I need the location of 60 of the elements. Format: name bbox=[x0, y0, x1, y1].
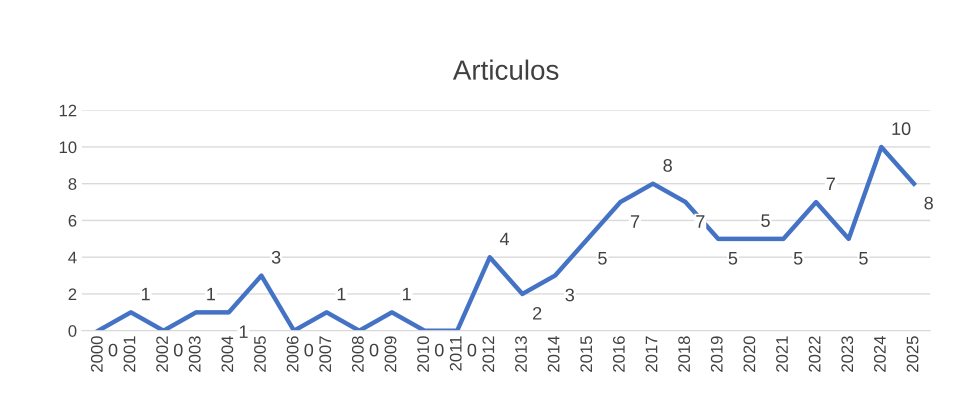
x-tick-label: 2007 bbox=[319, 336, 332, 372]
data-label: 8 bbox=[924, 196, 933, 210]
x-tick-label: 2005 bbox=[254, 336, 266, 372]
data-label: 10 bbox=[892, 122, 910, 136]
x-tick-label: 2017 bbox=[646, 336, 658, 372]
data-label: 5 bbox=[728, 252, 738, 265]
data-label: 0 bbox=[108, 344, 118, 356]
y-tick-label: 12 bbox=[60, 104, 76, 116]
data-label: 3 bbox=[565, 288, 574, 302]
data-label: 8 bbox=[663, 159, 672, 172]
data-label: 7 bbox=[630, 215, 640, 228]
data-label: 5 bbox=[761, 214, 770, 227]
x-tick-label: 2024 bbox=[874, 336, 886, 372]
y-tick-label: 4 bbox=[68, 252, 77, 264]
x-tick-label: 2002 bbox=[156, 336, 168, 372]
chart-title: Articulos bbox=[452, 60, 558, 80]
x-tick-label: 2020 bbox=[743, 336, 756, 372]
data-label: 5 bbox=[794, 252, 802, 265]
x-tick-label: 2013 bbox=[515, 336, 527, 372]
x-tick-label: 2006 bbox=[286, 336, 298, 372]
data-label: 0 bbox=[468, 344, 476, 356]
data-label: 0 bbox=[304, 344, 314, 356]
x-tick-label: 2009 bbox=[384, 336, 396, 372]
y-tick-label: 0 bbox=[68, 325, 76, 337]
data-label: 1 bbox=[142, 288, 150, 300]
x-tick-label: 2022 bbox=[808, 336, 821, 372]
x-tick-label: 2011 bbox=[450, 336, 462, 371]
x-tick-label: 2021 bbox=[776, 336, 788, 372]
data-label: 5 bbox=[859, 252, 868, 265]
data-label: 4 bbox=[500, 232, 510, 246]
data-label: 7 bbox=[826, 178, 835, 190]
data-label: 1 bbox=[207, 288, 216, 300]
data-label: 3 bbox=[272, 250, 280, 264]
data-label: 0 bbox=[434, 344, 444, 356]
data-label: 1 bbox=[338, 288, 346, 300]
data-label: 5 bbox=[598, 252, 607, 265]
x-tick-label: 2010 bbox=[417, 336, 430, 372]
x-tick-label: 2000 bbox=[90, 336, 103, 372]
x-tick-label: 2004 bbox=[221, 336, 234, 372]
data-label: 1 bbox=[240, 326, 248, 338]
x-tick-label: 2016 bbox=[612, 336, 625, 372]
x-tick-label: 2018 bbox=[678, 336, 690, 372]
x-tick-label: 2014 bbox=[548, 336, 560, 372]
x-tick-label: 2012 bbox=[482, 336, 494, 372]
y-tick-label: 8 bbox=[68, 178, 76, 190]
y-tick-label: 6 bbox=[68, 214, 76, 227]
y-tick-label: 10 bbox=[60, 141, 76, 154]
x-tick-label: 2008 bbox=[352, 336, 364, 372]
y-tick-label: 2 bbox=[68, 288, 76, 300]
data-label: 0 bbox=[174, 344, 183, 356]
x-tick-label: 2003 bbox=[188, 336, 201, 372]
x-tick-label: 2001 bbox=[124, 336, 136, 372]
data-label: 7 bbox=[696, 215, 704, 228]
data-label: 0 bbox=[370, 344, 378, 356]
data-label: 1 bbox=[403, 288, 411, 300]
data-label: 2 bbox=[533, 306, 542, 320]
x-tick-label: 2015 bbox=[580, 336, 592, 372]
x-tick-label: 2019 bbox=[710, 336, 723, 372]
x-tick-label: 2025 bbox=[906, 336, 918, 372]
x-tick-label: 2023 bbox=[841, 336, 854, 372]
